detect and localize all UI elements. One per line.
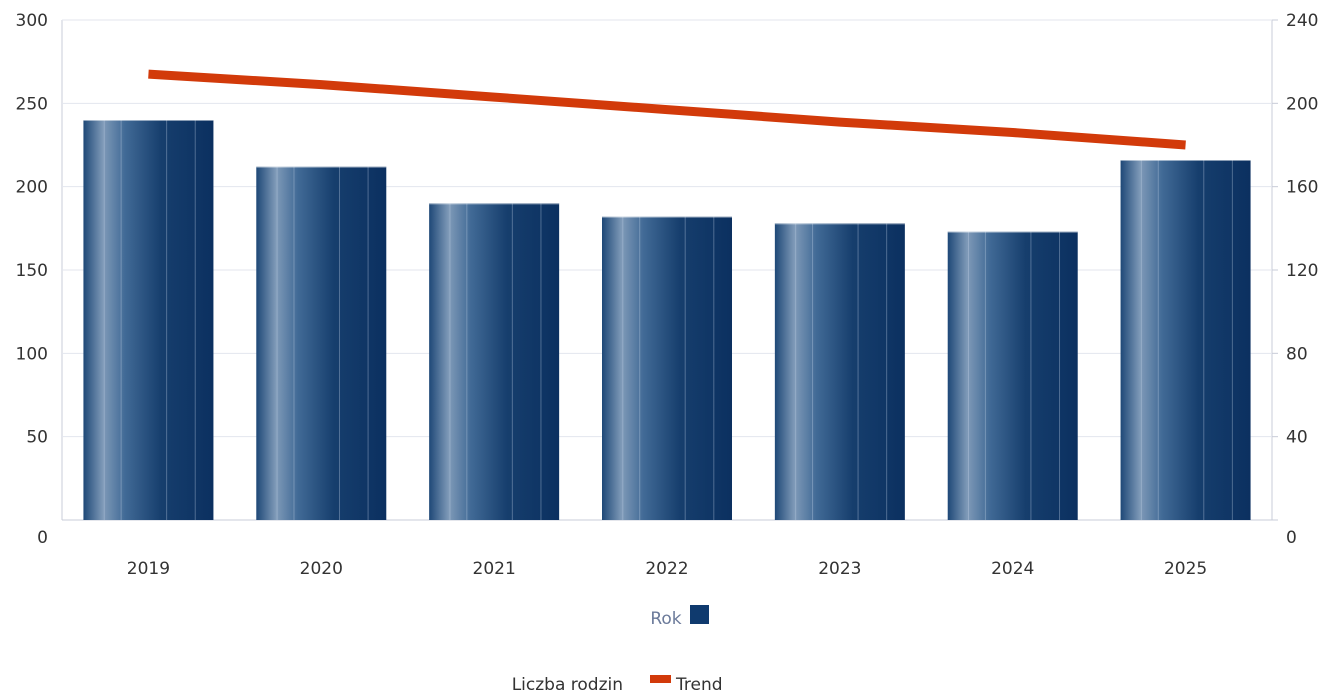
- trend-line: [148, 69, 1186, 150]
- y-left-tick-label: 100: [16, 344, 48, 364]
- bar: [83, 120, 214, 520]
- trend-series: [148, 69, 1186, 150]
- y-left-tick-label: 300: [16, 11, 48, 31]
- y-right-tick-label: 80: [1286, 344, 1308, 364]
- bar: [947, 231, 1078, 520]
- x-tick-label: 2024: [991, 559, 1034, 579]
- y-right-tick-label: 120: [1286, 261, 1318, 281]
- bar-body: [947, 231, 1078, 520]
- y-axis-left: 0 50 100 150 200 250 300: [16, 11, 48, 548]
- bar-body: [429, 203, 560, 521]
- y-left-tick-label: 150: [16, 261, 48, 281]
- bar-body: [83, 120, 214, 520]
- y-right-tick-label: 160: [1286, 178, 1318, 198]
- bar-body: [256, 166, 387, 520]
- x-axis-title: Rok: [650, 609, 681, 629]
- x-axis: 2019 2020 2021 2022 2023 2024 2025: [127, 559, 1207, 579]
- y-right-tick-label: 40: [1286, 428, 1308, 448]
- bar: [1120, 160, 1251, 520]
- x-tick-label: 2019: [127, 559, 170, 579]
- y-left-tick-label: 200: [16, 178, 48, 198]
- y-left-tick-label: 250: [16, 94, 48, 114]
- x-tick-label: 2023: [818, 559, 861, 579]
- y-right-tick-label: 0: [1286, 528, 1297, 548]
- bar: [774, 223, 905, 521]
- y-left-tick-label: 0: [37, 528, 48, 548]
- bar: [256, 166, 387, 520]
- x-tick-label: 2021: [473, 559, 516, 579]
- y-right-tick-label: 200: [1286, 94, 1318, 114]
- bar: [429, 203, 560, 521]
- legend-label-trend: Trend: [675, 675, 723, 694]
- legend: Liczba rodzin Trend: [512, 675, 723, 694]
- bar-body: [1120, 160, 1251, 520]
- x-axis-title-swatch: [690, 605, 709, 624]
- bar: [602, 216, 732, 520]
- legend-swatch-trend: [650, 675, 671, 683]
- y-right-tick-label: 240: [1286, 11, 1318, 31]
- legend-label-bars: Liczba rodzin: [512, 675, 623, 694]
- y-left-tick-label: 50: [26, 428, 48, 448]
- bar-body: [774, 223, 905, 521]
- bar-series: [83, 120, 1251, 521]
- bar-body: [602, 216, 732, 520]
- y-axis-right: 0 40 80 120 160 200 240: [1272, 11, 1318, 548]
- x-tick-label: 2025: [1164, 559, 1207, 579]
- x-tick-label: 2020: [300, 559, 343, 579]
- x-tick-label: 2022: [645, 559, 688, 579]
